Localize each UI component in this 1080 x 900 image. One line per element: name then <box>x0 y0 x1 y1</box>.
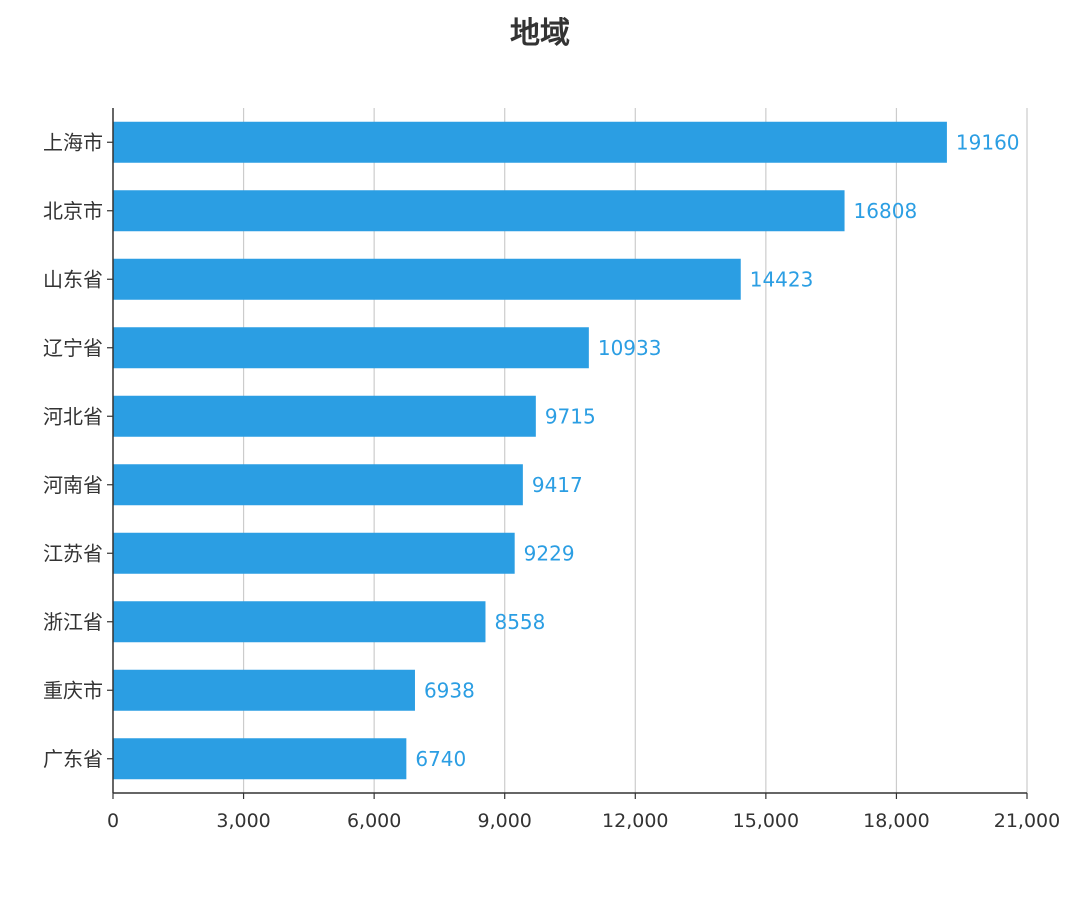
category-label: 辽宁省 <box>43 336 103 360</box>
bar <box>113 532 515 574</box>
bar <box>113 601 486 643</box>
bar-layer <box>113 121 947 780</box>
x-tick-label: 3,000 <box>216 810 270 832</box>
x-tick-label: 15,000 <box>733 810 799 832</box>
value-label: 19160 <box>956 130 1020 154</box>
category-label: 河北省 <box>43 404 103 428</box>
x-tick-label: 0 <box>107 810 119 832</box>
value-label: 16808 <box>854 199 918 223</box>
value-label: 9417 <box>532 473 583 497</box>
bar <box>113 395 536 437</box>
bar <box>113 464 523 506</box>
bar <box>113 669 415 711</box>
bar <box>113 190 845 232</box>
x-tick-label: 21,000 <box>994 810 1060 832</box>
value-label: 8558 <box>494 610 545 634</box>
category-label: 广东省 <box>43 747 103 771</box>
category-label: 重庆市 <box>43 678 103 702</box>
bar <box>113 327 589 369</box>
value-label: 6938 <box>424 678 475 702</box>
x-tick-label: 18,000 <box>863 810 929 832</box>
category-label: 浙江省 <box>43 610 103 634</box>
category-label: 江苏省 <box>43 541 103 565</box>
value-label: 10933 <box>598 336 662 360</box>
bar <box>113 738 407 780</box>
bar <box>113 121 947 163</box>
bar <box>113 258 741 300</box>
value-label: 9715 <box>545 404 596 428</box>
value-label: 9229 <box>524 541 575 565</box>
label-layer: 19160 16808 14423 10933 9715 9417 9229 8558 6938… <box>415 130 1019 771</box>
value-label: 6740 <box>415 747 466 771</box>
category-label: 上海市 <box>43 130 103 154</box>
category-label: 北京市 <box>43 199 103 223</box>
x-tick-label: 12,000 <box>602 810 668 832</box>
category-label: 山东省 <box>43 267 103 291</box>
chart-title: 地域 <box>510 16 570 51</box>
value-label: 14423 <box>750 267 814 291</box>
x-tick-label: 9,000 <box>478 810 532 832</box>
axis-layer: 0 3,000 6,000 9,000 12,000 15,000 18,000 21,000… <box>43 108 1060 832</box>
category-label: 河南省 <box>43 473 103 497</box>
x-tick-label: 6,000 <box>347 810 401 832</box>
